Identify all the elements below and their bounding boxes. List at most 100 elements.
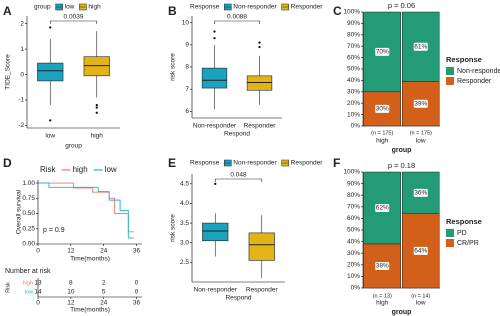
value-label: 62% xyxy=(376,205,389,212)
y-axis-label: TIDE_Score xyxy=(5,54,12,90)
survival-curve xyxy=(38,182,134,239)
y-tick-label: 0% xyxy=(351,123,361,130)
y-tick-label: 10% xyxy=(347,111,360,118)
risk-count: 0 xyxy=(135,289,139,296)
y-tick-label: 0 xyxy=(20,71,24,78)
y-tick-label: 20% xyxy=(347,262,360,269)
x-axis-label: Time(months) xyxy=(70,256,110,263)
risk-row-label: high xyxy=(23,280,33,286)
n-label: (n = 175) xyxy=(371,130,393,136)
x-tick-label: high xyxy=(376,138,389,145)
y-tick-label: 50% xyxy=(347,66,360,73)
x-axis-label: group xyxy=(65,143,82,150)
y-tick-label: 1.00 xyxy=(22,180,35,187)
legend-title: Response xyxy=(190,160,220,167)
panel-letter: C xyxy=(333,4,342,18)
legend-label: PD xyxy=(457,230,467,237)
panel-letter: F xyxy=(333,156,340,170)
outlier xyxy=(49,26,52,29)
legend-title: Response xyxy=(446,55,482,64)
box xyxy=(202,222,229,242)
x-tick-label: Non-responder xyxy=(194,287,238,294)
risk-count: 2 xyxy=(102,280,106,287)
legend-title: group xyxy=(34,4,51,11)
panel-letter: A xyxy=(3,4,12,18)
value-label: 38% xyxy=(376,263,389,270)
x-tick-label: low xyxy=(45,133,55,140)
y-tick-label: 10% xyxy=(347,273,360,280)
n-label: (n = 13) xyxy=(373,293,392,299)
value-label-box xyxy=(375,203,390,212)
y-tick-label: 6 xyxy=(185,108,189,115)
outlier xyxy=(95,103,98,107)
x-axis-label: group xyxy=(392,147,412,154)
box xyxy=(246,75,273,91)
y-tick-label: 4.0 xyxy=(180,200,189,207)
box xyxy=(248,232,275,261)
panel-letter: E xyxy=(168,156,176,170)
bracket xyxy=(49,20,98,24)
y-tick-label: 90% xyxy=(347,20,360,27)
legend-label: Non-responder xyxy=(457,68,500,75)
x-axis-label: Time(months) xyxy=(70,307,110,314)
y-tick-label: 9 xyxy=(185,42,189,49)
x-tick-label: 24 xyxy=(100,248,108,255)
outlier xyxy=(95,106,98,109)
y-tick-label: 80% xyxy=(347,32,360,39)
y-tick-label: 7 xyxy=(185,86,189,93)
legend-title: Response xyxy=(190,4,220,11)
legend-label: CR/PR xyxy=(457,240,479,247)
y-tick-label: 0% xyxy=(351,285,361,292)
outlier xyxy=(95,111,98,114)
risk-count: 5 xyxy=(102,289,106,296)
value-label: 70% xyxy=(376,49,389,56)
value-label-box xyxy=(413,188,428,197)
x-tick-label: high xyxy=(91,133,104,140)
y-tick-label: 3.5 xyxy=(180,220,189,227)
legend-label: Non-responder xyxy=(233,160,277,167)
n-label: (n = 175) xyxy=(410,130,432,136)
x-axis-label: Respond xyxy=(225,295,251,302)
value-label-box xyxy=(413,246,428,255)
x-tick-label: 12 xyxy=(67,248,75,255)
legend-label: high xyxy=(88,4,101,11)
bracket xyxy=(214,20,260,24)
y-tick-label: 40% xyxy=(347,77,360,84)
outlier xyxy=(49,119,52,122)
y-tick-label: 80% xyxy=(347,192,360,199)
risk-count: 8 xyxy=(69,280,73,287)
legend-label: Responder xyxy=(457,78,492,85)
outlier xyxy=(258,45,261,49)
outlier xyxy=(214,182,217,185)
n-label: (n = 14) xyxy=(411,293,430,299)
outlier xyxy=(213,30,216,33)
y-axis-label: Overall survival xyxy=(16,189,23,234)
y-tick-label: 0.25 xyxy=(22,225,35,232)
legend-label: low xyxy=(65,4,75,11)
y-tick-label: 90% xyxy=(347,180,360,187)
y-tick-label: 50% xyxy=(347,227,360,234)
y-tick-label: 1 xyxy=(20,46,24,53)
value-label: 30% xyxy=(376,106,389,113)
y-tick-label: 100% xyxy=(343,9,360,16)
legend-label: high xyxy=(73,165,88,174)
x-tick-label: 0 xyxy=(36,248,40,255)
y-tick-label: 2.5 xyxy=(180,259,189,266)
outlier xyxy=(258,41,261,44)
y-tick-label: 30% xyxy=(347,250,360,257)
legend-label: Responder xyxy=(291,4,324,11)
box xyxy=(37,62,64,82)
p-value: p = 0.9 xyxy=(43,227,65,234)
x-tick-label: low xyxy=(416,138,426,145)
value-label: 61% xyxy=(414,43,427,50)
value-label: 64% xyxy=(414,248,427,255)
legend-title: Risk xyxy=(40,165,57,174)
legend-label: Non-responder xyxy=(233,4,277,11)
bracket xyxy=(214,178,263,182)
value-label-box xyxy=(413,42,428,51)
chart-title: p = 0.06 xyxy=(388,1,415,10)
y-tick-label: 40% xyxy=(347,238,360,245)
y-tick-label: 0.75 xyxy=(22,195,35,202)
y-axis-label: risk score xyxy=(170,214,177,242)
p-value: 0.0039 xyxy=(64,14,84,21)
